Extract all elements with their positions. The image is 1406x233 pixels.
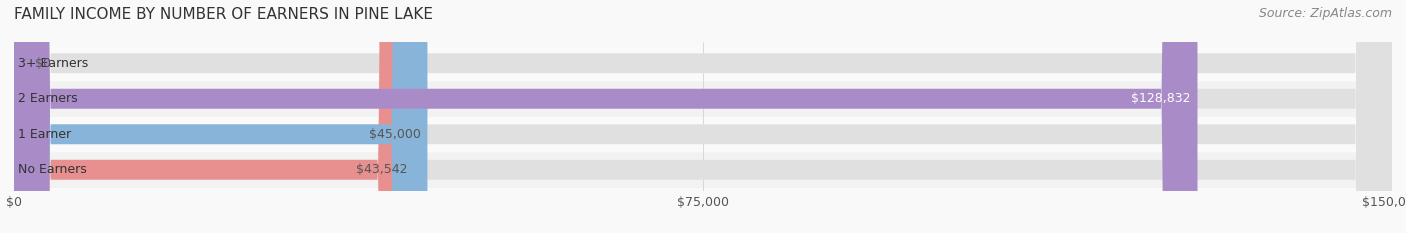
FancyBboxPatch shape	[14, 0, 427, 233]
Text: No Earners: No Earners	[18, 163, 87, 176]
FancyBboxPatch shape	[14, 0, 1198, 233]
Text: $0: $0	[35, 57, 51, 70]
FancyBboxPatch shape	[14, 0, 1392, 233]
FancyBboxPatch shape	[13, 152, 1393, 188]
FancyBboxPatch shape	[14, 0, 413, 233]
Text: $128,832: $128,832	[1130, 92, 1191, 105]
Text: 1 Earner: 1 Earner	[18, 128, 72, 141]
Text: $45,000: $45,000	[368, 128, 420, 141]
Text: $43,542: $43,542	[356, 163, 408, 176]
FancyBboxPatch shape	[13, 116, 1393, 152]
Text: FAMILY INCOME BY NUMBER OF EARNERS IN PINE LAKE: FAMILY INCOME BY NUMBER OF EARNERS IN PI…	[14, 7, 433, 22]
Text: 3+ Earners: 3+ Earners	[18, 57, 89, 70]
FancyBboxPatch shape	[13, 81, 1393, 117]
Text: 2 Earners: 2 Earners	[18, 92, 77, 105]
FancyBboxPatch shape	[14, 0, 1392, 233]
FancyBboxPatch shape	[14, 0, 1392, 233]
FancyBboxPatch shape	[13, 45, 1393, 81]
FancyBboxPatch shape	[14, 0, 1392, 233]
Text: Source: ZipAtlas.com: Source: ZipAtlas.com	[1258, 7, 1392, 20]
